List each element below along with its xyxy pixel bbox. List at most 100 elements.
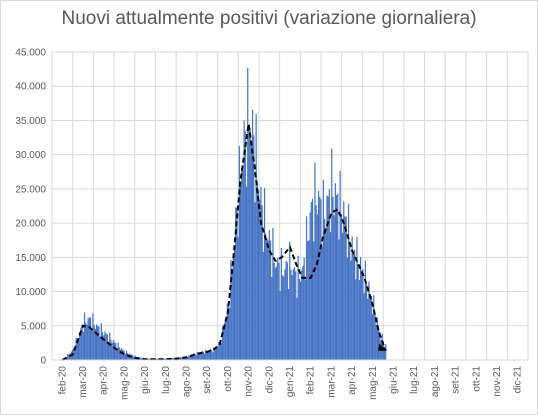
- x-tick-label: mar-21: [326, 366, 337, 398]
- x-tick-label: giu-20: [140, 366, 151, 394]
- bar: [79, 331, 81, 360]
- bar: [351, 236, 353, 360]
- bar: [68, 354, 70, 360]
- bar: [77, 338, 80, 360]
- bar: [212, 352, 214, 360]
- bar: [350, 260, 352, 360]
- bar: [266, 238, 268, 360]
- bar: [337, 193, 339, 360]
- bar: [224, 321, 226, 360]
- bar: [261, 205, 263, 360]
- bar: [355, 279, 357, 360]
- bar: [76, 339, 78, 360]
- bar: [301, 270, 303, 360]
- bar: [95, 324, 98, 360]
- bar: [290, 269, 292, 360]
- y-tick-label: 25.000: [15, 184, 46, 195]
- bar: [121, 347, 123, 360]
- bar: [238, 145, 240, 360]
- bar: [202, 351, 204, 360]
- bar: [131, 355, 134, 360]
- bar: [179, 356, 182, 360]
- bar: [220, 342, 222, 360]
- bar: [286, 262, 288, 360]
- bar: [383, 346, 386, 360]
- x-tick-label: dic-21: [513, 366, 524, 394]
- bar: [181, 357, 183, 360]
- bar: [245, 186, 248, 360]
- bar: [363, 293, 365, 360]
- bar: [197, 353, 200, 360]
- bar: [311, 198, 314, 360]
- bar: [122, 349, 124, 360]
- bar: [231, 269, 233, 360]
- bar: [106, 334, 108, 360]
- bar: [203, 353, 206, 360]
- x-tick-label: mar-20: [78, 366, 89, 398]
- bar: [265, 233, 267, 360]
- bar: [263, 188, 266, 360]
- x-tick-label: lug-20: [161, 366, 172, 394]
- bar: [91, 330, 93, 360]
- bar: [344, 216, 346, 360]
- bar: [362, 269, 364, 360]
- bar: [277, 257, 279, 360]
- bar: [256, 181, 258, 360]
- bar: [113, 342, 116, 360]
- bar: [332, 196, 334, 360]
- bar: [189, 355, 191, 360]
- chart-title: Nuovi attualmente positivi (variazione g…: [61, 8, 477, 29]
- bar: [207, 350, 209, 360]
- bar: [323, 219, 326, 360]
- bar: [321, 246, 323, 360]
- bar: [284, 269, 286, 360]
- y-tick-label: 5.000: [21, 321, 46, 332]
- bar: [205, 349, 207, 360]
- bar: [155, 358, 158, 360]
- bar: [334, 183, 336, 360]
- bar: [112, 340, 114, 360]
- bar: [333, 215, 335, 360]
- bar: [99, 336, 101, 360]
- bar: [274, 267, 276, 360]
- bar: [302, 265, 304, 360]
- bar: [235, 207, 237, 360]
- bar: [209, 348, 212, 360]
- x-tick-label: ott-21: [471, 366, 482, 392]
- bar: [304, 279, 306, 360]
- bar: [315, 205, 317, 360]
- bar: [293, 267, 296, 360]
- bar: [280, 247, 282, 360]
- trend-line: [61, 123, 387, 361]
- bar: [183, 357, 185, 360]
- bar: [119, 349, 122, 360]
- bar: [75, 337, 77, 360]
- bar: [259, 200, 261, 360]
- bar: [111, 342, 113, 360]
- bar: [229, 307, 231, 360]
- bar: [191, 355, 194, 360]
- bar: [201, 350, 203, 360]
- x-tick-label: ago-20: [182, 366, 193, 398]
- bar: [109, 332, 111, 360]
- bar: [188, 355, 190, 360]
- bar: [338, 239, 340, 360]
- bar: [250, 141, 252, 360]
- bar: [267, 240, 269, 360]
- bar: [279, 291, 281, 360]
- bar: [361, 270, 363, 360]
- bar: [241, 168, 243, 360]
- bar: [217, 347, 219, 360]
- y-tick-label: 0: [40, 356, 46, 367]
- bar: [194, 353, 196, 360]
- bar: [124, 353, 126, 360]
- bar: [67, 354, 69, 360]
- bar: [345, 216, 347, 360]
- bar: [341, 232, 344, 360]
- bar: [268, 229, 270, 360]
- bar: [272, 227, 274, 360]
- bar: [123, 350, 125, 360]
- bar: [196, 351, 198, 360]
- bar: [287, 289, 290, 360]
